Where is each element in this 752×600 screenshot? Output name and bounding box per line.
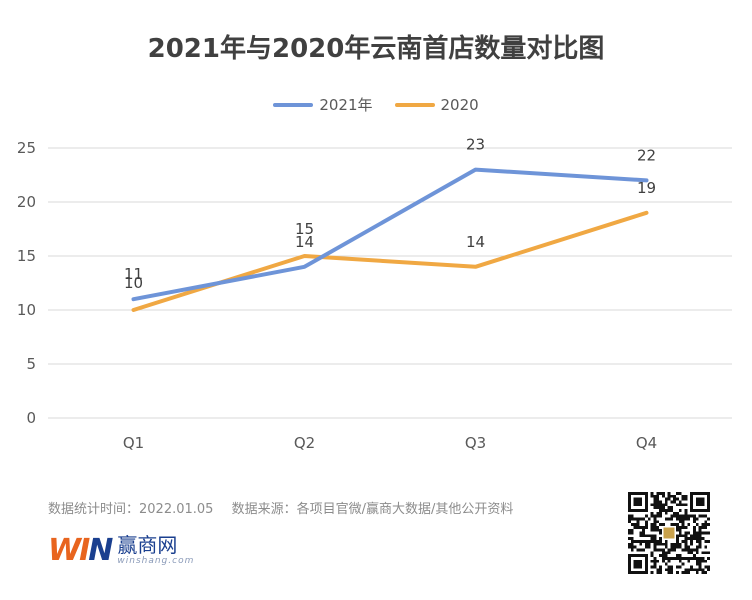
logo-cn: 赢商网 [117, 533, 178, 557]
stat-time: 数据统计时间：2022.01.05 [48, 502, 214, 517]
x-tick-label: Q2 [294, 434, 315, 452]
data-label-2021年-Q4: 22 [637, 146, 656, 164]
legend-item-2020: 2020 [394, 94, 479, 115]
footer-note: 数据统计时间：2022.01.05 数据来源：各项目官微/赢商大数据/其他公开资… [48, 498, 527, 517]
data-label-2020-Q3: 14 [466, 233, 485, 251]
x-tick-label: Q3 [465, 434, 486, 452]
data-source: 数据来源：各项目官微/赢商大数据/其他公开资料 [231, 502, 514, 517]
legend-swatch-2021 [273, 102, 314, 107]
logo-en: winshang.com [117, 556, 195, 566]
winshang-logo: WIN 赢商网 winshang.com [48, 534, 194, 566]
y-tick-label: 5 [26, 355, 36, 373]
x-tick-label: Q4 [636, 434, 657, 452]
x-tick-label: Q1 [123, 434, 144, 452]
legend-label-2020: 2020 [440, 95, 479, 114]
y-tick-label: 25 [17, 139, 36, 157]
y-tick-label: 0 [26, 409, 36, 427]
legend-label-2021: 2021年 [319, 96, 373, 114]
series-line-2021年 [131, 167, 649, 302]
y-tick-label: 20 [17, 193, 36, 211]
data-label-2020-Q1: 10 [124, 274, 143, 292]
y-tick-label: 10 [17, 301, 36, 319]
legend-item-2021: 2021年 [273, 94, 373, 115]
qr-code-icon [628, 492, 710, 574]
legend: 2021年 2020 [0, 94, 752, 115]
data-label-2021年-Q2: 14 [295, 233, 314, 251]
data-label-2021年-Q3: 23 [466, 136, 485, 154]
data-label-2020-Q4: 19 [637, 179, 656, 197]
logo-mark: WIN [48, 533, 113, 568]
series-line-2020 [131, 210, 649, 312]
data-label-2021年-Q1: 11 [124, 265, 143, 283]
chart-title: 2021年与2020年云南首店数量对比图 [147, 34, 605, 64]
y-tick-label: 15 [17, 247, 36, 265]
legend-swatch-2020 [394, 102, 435, 107]
data-label-2020-Q2: 15 [295, 220, 314, 238]
logo-text: 赢商网 winshang.com [117, 534, 194, 566]
